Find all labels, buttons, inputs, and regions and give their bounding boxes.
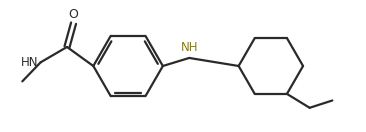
Text: NH: NH bbox=[180, 41, 198, 54]
Text: HN: HN bbox=[21, 56, 39, 69]
Text: O: O bbox=[69, 8, 78, 21]
